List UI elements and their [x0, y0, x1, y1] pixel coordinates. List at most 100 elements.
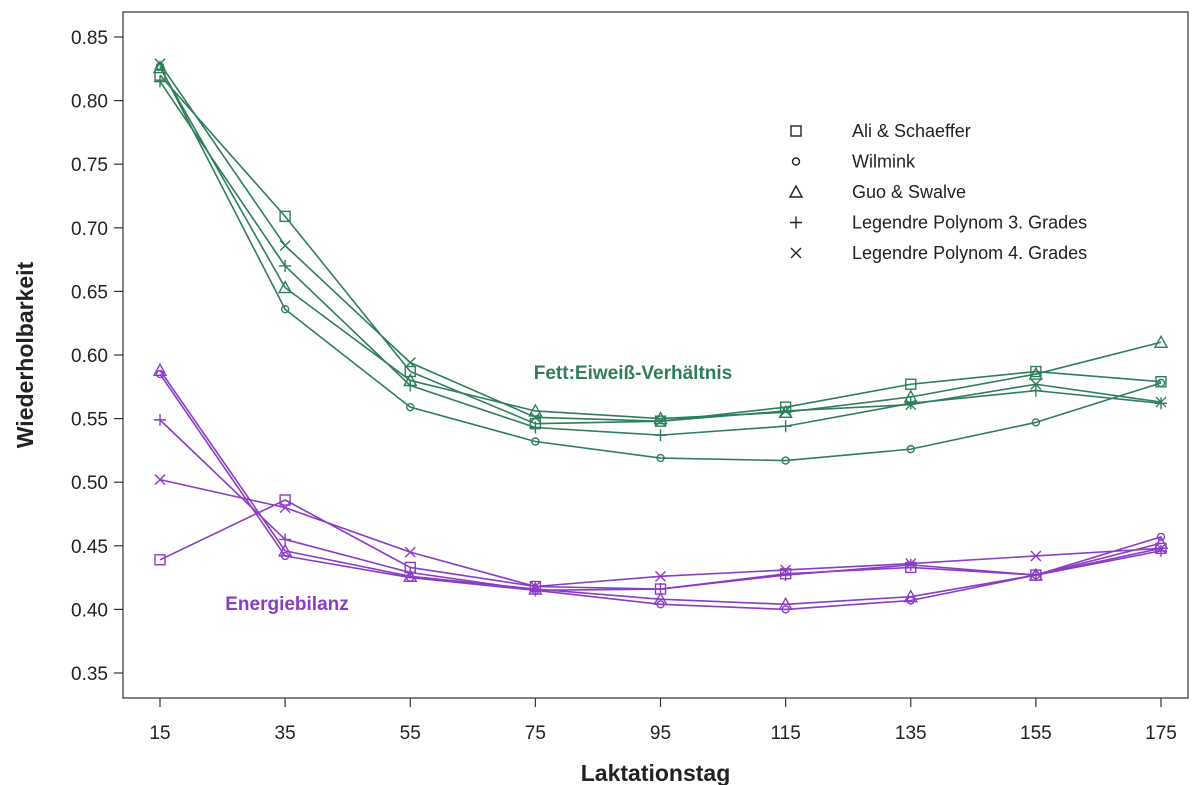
data-point: [152, 362, 168, 376]
data-point: [1029, 384, 1042, 397]
data-point: [1030, 550, 1042, 562]
data-point: [277, 543, 293, 557]
data-point: [903, 589, 918, 603]
y-axis: 0.35 0.40 0.45 0.50 0.55 0.60 0.65 0.70 0.75 0.80…: [71, 28, 123, 685]
series-line: [159, 419, 1162, 592]
y-tick-label: 0.35: [71, 664, 108, 685]
data-point: [1156, 378, 1166, 388]
data-point: [279, 210, 291, 223]
legend-item: Ali & Schaeffer: [790, 121, 971, 141]
y-tick-label: 0.50: [71, 473, 108, 494]
data-point: [904, 558, 917, 571]
y-tick-label: 0.40: [71, 600, 108, 621]
y-tick-label: 0.55: [71, 410, 108, 431]
series-layer: [152, 58, 1169, 614]
data-point: [1155, 544, 1167, 557]
data-point: [781, 456, 790, 465]
series-0-x: [154, 58, 1167, 427]
legend-label: Guo & Swalve: [852, 182, 966, 202]
data-point: [154, 413, 166, 426]
x-tick-label: 175: [1145, 723, 1177, 744]
data-point: [780, 564, 792, 576]
series-line: [159, 478, 1162, 588]
x-tick-label: 55: [400, 723, 421, 744]
x-tick-label: 155: [1020, 723, 1052, 744]
data-point: [780, 405, 792, 417]
group-label-energiebilanz: Energiebilanz: [225, 594, 349, 615]
data-point: [906, 444, 915, 454]
y-tick-label: 0.80: [71, 92, 108, 113]
data-point: [154, 75, 166, 88]
data-point: [154, 58, 166, 70]
data-point: [779, 420, 792, 433]
series-line: [159, 65, 1162, 462]
legend-item: Guo & Swalve: [788, 182, 966, 202]
data-point: [404, 566, 417, 579]
data-point: [279, 259, 292, 272]
legend-label: Wilmink: [852, 152, 916, 172]
series-line: [159, 67, 1162, 420]
data-point: [1030, 365, 1042, 378]
data-point: [404, 365, 416, 378]
data-point: [280, 305, 290, 314]
data-point: [653, 591, 668, 605]
data-point: [529, 581, 541, 592]
data-point: [1028, 366, 1044, 380]
data-point: [778, 596, 793, 611]
legend-marker-triangle: [788, 184, 804, 198]
legend-marker-x: [790, 247, 802, 259]
x-tick-label: 135: [895, 723, 927, 744]
data-point: [404, 546, 416, 558]
x-axis-title: Laktationstag: [581, 760, 731, 785]
data-point: [655, 415, 666, 427]
x-axis: 15 35 55 75 95 115 135 155 175: [149, 698, 1177, 744]
data-point: [905, 558, 917, 570]
data-point: [279, 533, 292, 546]
data-point: [403, 568, 418, 583]
series-line: [159, 369, 1162, 606]
data-point: [528, 403, 543, 417]
data-point: [1031, 418, 1041, 427]
y-axis-title: Wiederholbarkeit: [12, 261, 38, 448]
legend-marker-circle: [791, 157, 801, 166]
group-label-fett-eiweiss: Fett:Eiweiß-Verhältnis: [534, 363, 732, 384]
data-point: [404, 379, 417, 392]
series-1-plus: [154, 413, 1167, 597]
y-tick-label: 0.60: [71, 346, 108, 367]
data-point: [656, 453, 665, 463]
data-point: [279, 502, 291, 514]
data-point: [1030, 378, 1042, 390]
legend-marker-plus: [790, 216, 802, 229]
data-point: [531, 437, 540, 446]
legend-label: Legendre Polynom 3. Grades: [852, 213, 1087, 233]
x-tick-label: 95: [650, 723, 671, 744]
x-tick-label: 35: [275, 723, 296, 744]
data-point: [1155, 396, 1167, 408]
legend-item: Legendre Polynom 4. Grades: [790, 243, 1087, 263]
legend-label: Ali & Schaeffer: [852, 121, 971, 141]
y-tick-label: 0.45: [71, 537, 108, 558]
data-point: [655, 570, 666, 582]
x-tick-label: 115: [770, 723, 800, 744]
data-point: [905, 378, 917, 390]
data-point: [406, 402, 415, 412]
data-point: [404, 357, 416, 369]
legend-label: Legendre Polynom 4. Grades: [852, 243, 1087, 263]
data-point: [779, 569, 792, 582]
data-point: [654, 583, 667, 596]
data-point: [1029, 569, 1042, 582]
y-tick-label: 0.70: [71, 219, 108, 240]
data-point: [1156, 532, 1166, 542]
y-tick-label: 0.65: [71, 282, 108, 303]
x-tick-label: 15: [149, 723, 170, 744]
data-point: [277, 280, 293, 294]
legend-marker-square: [790, 125, 802, 137]
legend: Ali & Schaeffer Wilmink Guo & Swalve Legend…: [788, 121, 1087, 263]
series-1-triangle: [152, 362, 1169, 611]
data-point: [1155, 397, 1167, 410]
series-1-x: [154, 474, 1167, 592]
data-point: [529, 421, 542, 434]
y-tick-label: 0.75: [71, 155, 108, 176]
data-point: [654, 429, 667, 442]
